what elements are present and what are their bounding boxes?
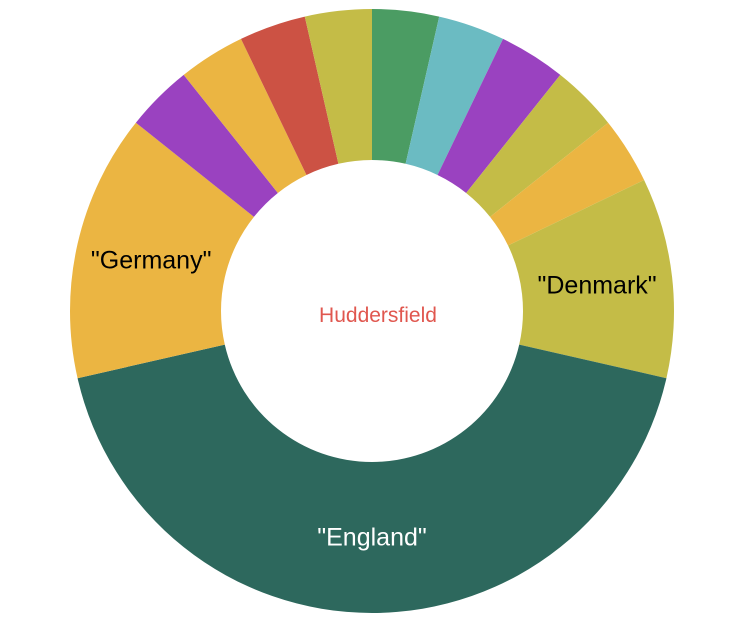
slice-9	[183, 38, 307, 193]
slice-5	[508, 179, 674, 379]
center-label: Huddersfield	[319, 304, 437, 327]
slice-label-6: "England"	[317, 524, 427, 552]
slice-6	[77, 344, 667, 614]
slice-0	[372, 9, 440, 164]
slice-8	[135, 74, 278, 217]
slice-11	[304, 9, 372, 164]
slice-label-7: "Germany"	[91, 247, 212, 275]
slice-2	[437, 38, 561, 193]
slice-10	[240, 16, 339, 175]
labels-group: "Denmark" "England" "Germany"	[91, 247, 657, 552]
slice-1	[405, 16, 504, 175]
slice-3	[466, 74, 609, 217]
slice-4	[490, 122, 645, 246]
slice-7	[69, 122, 254, 379]
slice-label-5: "Denmark"	[538, 272, 657, 300]
slices-group	[69, 9, 674, 614]
